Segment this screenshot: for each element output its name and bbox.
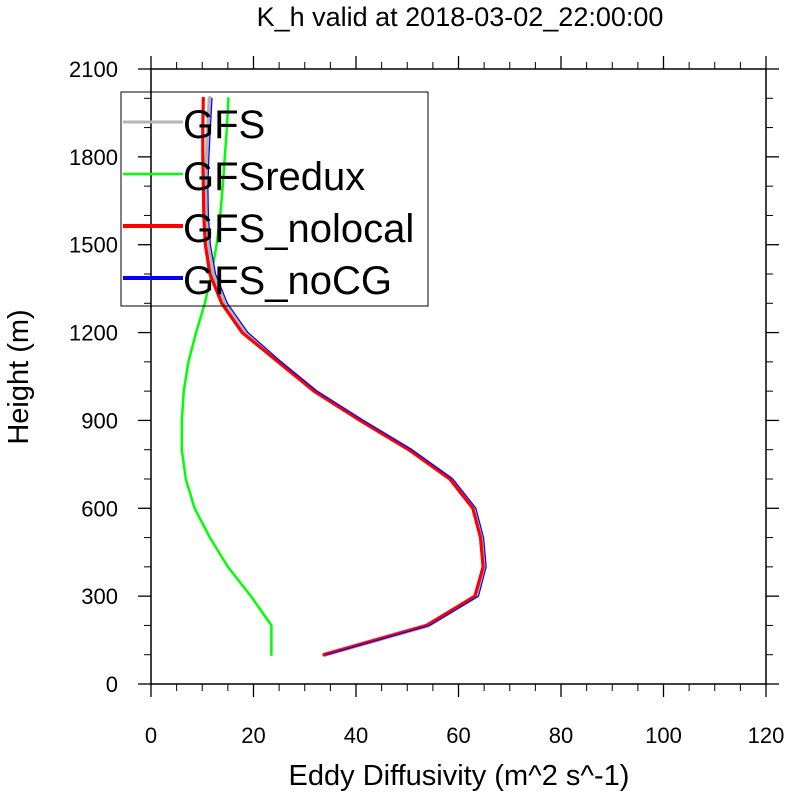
- series-line-gfsredux: [180, 97, 273, 656]
- y-tick-label: 300: [81, 584, 118, 609]
- legend-label: GFS: [183, 103, 265, 147]
- legend-label: GFS_nolocal: [183, 207, 414, 251]
- series-line-gfs-nolocal: [201, 96, 485, 657]
- legend-box: [120, 91, 429, 307]
- x-tick-label: 20: [241, 723, 265, 748]
- axis-ticks: 0 20 40 60 80 100 1200300600900120015001800210…: [69, 56, 784, 748]
- chart-title: K_h valid at 2018-03-02_22:00:00: [257, 2, 664, 32]
- y-tick-label: 1200: [69, 321, 118, 346]
- y-tick-label: 1800: [69, 145, 118, 170]
- y-tick-label: 900: [81, 408, 118, 433]
- y-tick-label: 2100: [69, 57, 118, 82]
- x-tick-label: 0: [145, 723, 157, 748]
- legend: GFS GFSredux GFS_nolocal GFS_noCG: [120, 91, 429, 307]
- x-tick-label: 40: [344, 723, 368, 748]
- y-tick-label: 600: [81, 496, 118, 521]
- series-line-gfs-nocg: [207, 97, 487, 656]
- y-tick-label: 0: [106, 672, 118, 697]
- x-axis-label: Eddy Diffusivity (m^2 s^-1): [289, 760, 630, 792]
- x-tick-label: 120: [748, 723, 785, 748]
- legend-label: GFSredux: [183, 155, 365, 199]
- series-lines: [180, 96, 487, 657]
- y-tick-label: 1500: [69, 233, 118, 258]
- y-axis-label: Height (m): [3, 309, 35, 444]
- x-tick-label: 60: [446, 723, 470, 748]
- legend-label: GFS_noCG: [183, 259, 392, 303]
- x-tick-label: 100: [645, 723, 682, 748]
- x-tick-label: 80: [549, 723, 573, 748]
